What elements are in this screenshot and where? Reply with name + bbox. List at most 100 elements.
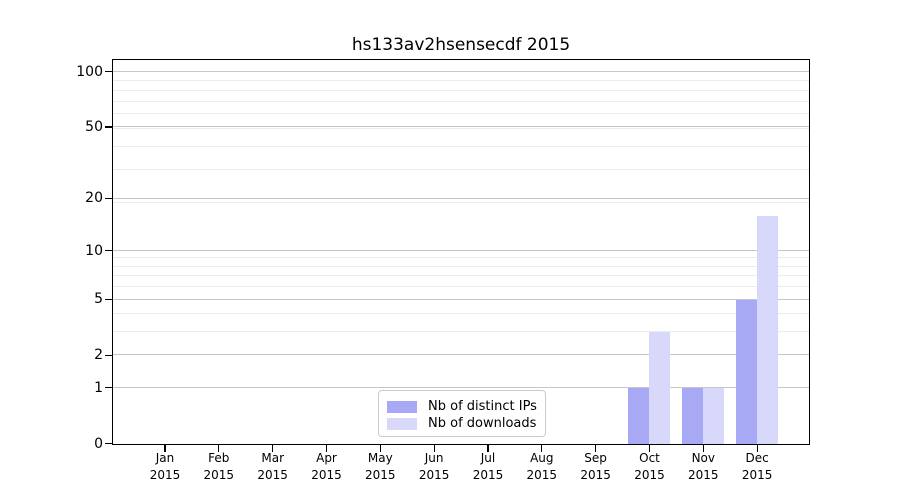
y-tick-1 bbox=[105, 387, 112, 389]
y-tick-label-0: 0 bbox=[94, 435, 103, 452]
x-label-month: Jul bbox=[480, 451, 496, 465]
x-label-year: 2015 bbox=[418, 467, 450, 482]
legend-item-distinct-ips: Nb of distinct IPs bbox=[387, 398, 537, 415]
x-label-month: Jan bbox=[155, 451, 175, 465]
x-tick-label-oct: Oct 2015 bbox=[618, 450, 682, 483]
x-tick-mar bbox=[272, 444, 274, 452]
x-label-year: 2015 bbox=[149, 467, 181, 482]
x-label-year: 2015 bbox=[203, 467, 235, 482]
x-label-year: 2015 bbox=[580, 467, 611, 482]
legend: Nb of distinct IPs Nb of downloads bbox=[378, 390, 546, 437]
x-tick-jul bbox=[487, 444, 489, 452]
chart-title: hs133av2hsensecdf 2015 bbox=[351, 35, 571, 55]
y-tick-label-1: 1 bbox=[94, 379, 103, 396]
x-label-year: 2015 bbox=[257, 467, 288, 482]
y-tick-100 bbox=[105, 71, 112, 73]
x-label-month: Feb bbox=[208, 451, 230, 465]
x-label-month: Aug bbox=[530, 451, 554, 465]
plot-area: Nb of distinct IPs Nb of downloads bbox=[112, 59, 810, 445]
x-tick-nov bbox=[702, 444, 704, 452]
bar-nov-distinct-ips bbox=[682, 388, 703, 444]
bar-nov-downloads bbox=[703, 388, 724, 444]
x-tick-label-may: May 2015 bbox=[348, 450, 412, 483]
grid-layer bbox=[113, 60, 809, 444]
x-tick-label-jun: Jun 2015 bbox=[402, 450, 466, 483]
bar-oct-distinct-ips bbox=[628, 388, 650, 444]
x-label-month: Mar bbox=[261, 451, 284, 465]
x-label-month: Apr bbox=[316, 451, 337, 465]
minor-gridline-19 bbox=[113, 201, 809, 203]
x-tick-label-nov: Nov 2015 bbox=[671, 450, 735, 483]
major-gridline-2 bbox=[113, 354, 809, 356]
x-label-year: 2015 bbox=[741, 467, 773, 482]
y-tick-50 bbox=[105, 126, 112, 128]
x-tick-jun bbox=[433, 444, 435, 452]
x-label-month: Sep bbox=[584, 451, 607, 465]
major-gridline-100 bbox=[113, 71, 809, 73]
major-gridline-5 bbox=[113, 298, 809, 300]
y-tick-10 bbox=[105, 249, 112, 252]
bar-oct-downloads bbox=[649, 332, 671, 444]
x-tick-label-mar: Mar 2015 bbox=[241, 450, 305, 483]
major-gridline-10 bbox=[113, 249, 809, 251]
x-label-year: 2015 bbox=[472, 467, 504, 482]
x-tick-label-feb: Feb 2015 bbox=[187, 450, 251, 483]
minor-gridline-69 bbox=[113, 100, 809, 102]
minor-gridline-8 bbox=[113, 265, 809, 267]
x-tick-label-aug: Aug 2015 bbox=[510, 450, 574, 483]
x-label-month: Oct bbox=[639, 451, 660, 465]
x-tick-dec bbox=[756, 444, 758, 452]
bar-dec-downloads bbox=[756, 215, 778, 444]
y-tick-2 bbox=[105, 354, 112, 356]
x-tick-jan bbox=[164, 444, 166, 452]
minor-gridline-79 bbox=[113, 89, 809, 91]
x-tick-oct bbox=[648, 444, 651, 452]
x-label-year: 2015 bbox=[634, 467, 665, 482]
y-tick-label-10: 10 bbox=[85, 242, 103, 259]
legend-item-downloads: Nb of downloads bbox=[387, 415, 537, 432]
minor-gridline-7 bbox=[113, 275, 809, 277]
major-gridline-20 bbox=[113, 197, 809, 199]
x-label-month: Dec bbox=[745, 451, 769, 465]
bar-dec-distinct-ips bbox=[735, 299, 757, 444]
x-label-month: Jun bbox=[424, 451, 444, 465]
bars-layer bbox=[113, 60, 809, 444]
x-tick-may bbox=[379, 444, 381, 452]
x-label-year: 2015 bbox=[526, 467, 558, 482]
legend-label-distinct-ips: Nb of distinct IPs bbox=[428, 399, 537, 414]
minor-gridline-3 bbox=[113, 331, 809, 333]
x-tick-label-jan: Jan 2015 bbox=[133, 450, 197, 483]
y-tick-20 bbox=[105, 197, 112, 200]
x-tick-label-jul: Jul 2015 bbox=[456, 450, 520, 483]
minor-gridline-49 bbox=[113, 127, 809, 129]
minor-gridline-4 bbox=[113, 313, 809, 315]
x-tick-aug bbox=[541, 444, 543, 452]
legend-swatch-downloads bbox=[387, 417, 417, 430]
x-label-year: 2015 bbox=[311, 467, 342, 482]
minor-gridline-39 bbox=[113, 145, 809, 147]
y-tick-0 bbox=[105, 443, 112, 445]
minor-gridline-59 bbox=[113, 113, 809, 115]
minor-gridline-9 bbox=[113, 257, 809, 259]
legend-label-downloads: Nb of downloads bbox=[428, 416, 537, 431]
x-tick-feb bbox=[218, 444, 220, 452]
x-tick-apr bbox=[325, 444, 328, 452]
major-gridline-50 bbox=[113, 126, 809, 128]
y-tick-label-20: 20 bbox=[85, 190, 103, 207]
minor-gridline-29 bbox=[113, 168, 809, 170]
y-tick-label-2: 2 bbox=[94, 347, 103, 364]
x-label-month: Nov bbox=[691, 451, 715, 465]
y-tick-label-5: 5 bbox=[94, 291, 103, 308]
x-tick-sep bbox=[595, 444, 597, 452]
x-label-year: 2015 bbox=[688, 467, 719, 482]
major-gridline-1 bbox=[113, 387, 809, 389]
x-tick-label-dec: Dec 2015 bbox=[725, 450, 789, 483]
y-tick-label-50: 50 bbox=[85, 118, 103, 135]
x-label-month: May bbox=[367, 451, 393, 465]
x-tick-label-apr: Apr 2015 bbox=[295, 450, 359, 483]
minor-gridline-89 bbox=[113, 80, 809, 82]
y-tick-5 bbox=[105, 298, 112, 300]
minor-gridline-6 bbox=[113, 286, 809, 288]
legend-swatch-distinct-ips bbox=[387, 400, 417, 413]
